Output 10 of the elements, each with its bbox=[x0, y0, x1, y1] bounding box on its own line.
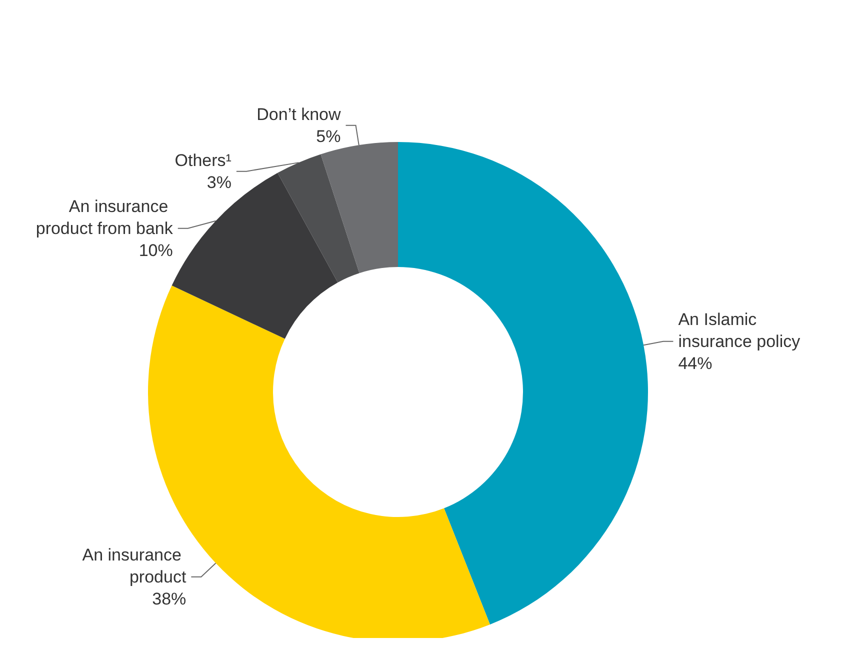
slice-label: Don’t know bbox=[256, 104, 342, 124]
data-label: 10% bbox=[138, 240, 173, 260]
data-label: 44% bbox=[678, 354, 712, 373]
data-label: 38% bbox=[152, 589, 186, 608]
data-label: 3% bbox=[206, 172, 232, 192]
slice-label: Others¹ bbox=[174, 150, 232, 170]
slice-label: An insurance product from bank bbox=[36, 196, 174, 238]
data-label: 5% bbox=[316, 126, 341, 146]
slice-label: An insurance product bbox=[82, 545, 186, 586]
slice-label: An Islamic insurance policy bbox=[678, 310, 801, 351]
